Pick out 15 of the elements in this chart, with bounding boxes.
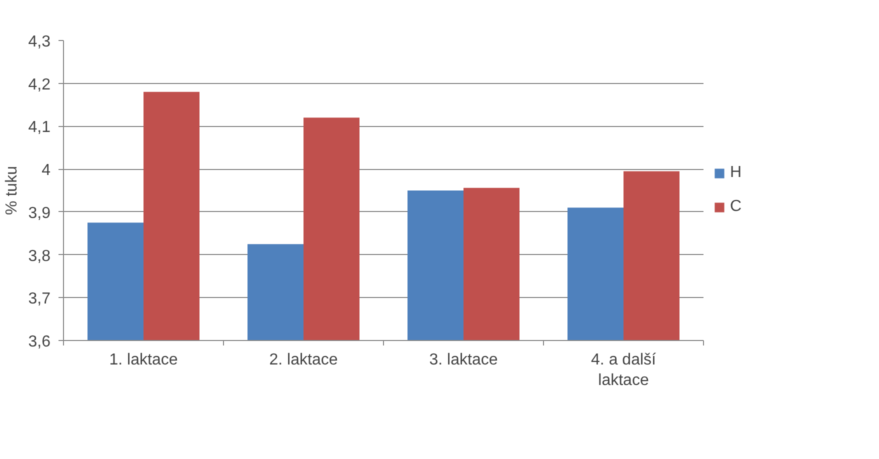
y-tick-label: 4,2 [28, 76, 51, 94]
y-tick-label: 4,1 [28, 119, 51, 136]
x-tick-label: 3. laktace [429, 352, 498, 368]
x-tick-label: 1. laktace [109, 352, 178, 368]
y-tick-label: 4 [42, 162, 51, 180]
legend-label: H [730, 164, 743, 182]
y-tick-label: 3,8 [28, 248, 51, 265]
x-tick-label: 2. laktace [269, 352, 338, 368]
y-tick-label: 3,9 [28, 204, 51, 222]
legend-label: C [730, 198, 743, 216]
y-tick-label: 4,3 [28, 34, 51, 50]
x-tick-label: 4. a další laktace [591, 352, 657, 389]
y-axis-title: % tuku [3, 166, 20, 215]
y-tick-label: 3,7 [28, 290, 51, 308]
y-tick-label: 3,6 [28, 334, 51, 350]
